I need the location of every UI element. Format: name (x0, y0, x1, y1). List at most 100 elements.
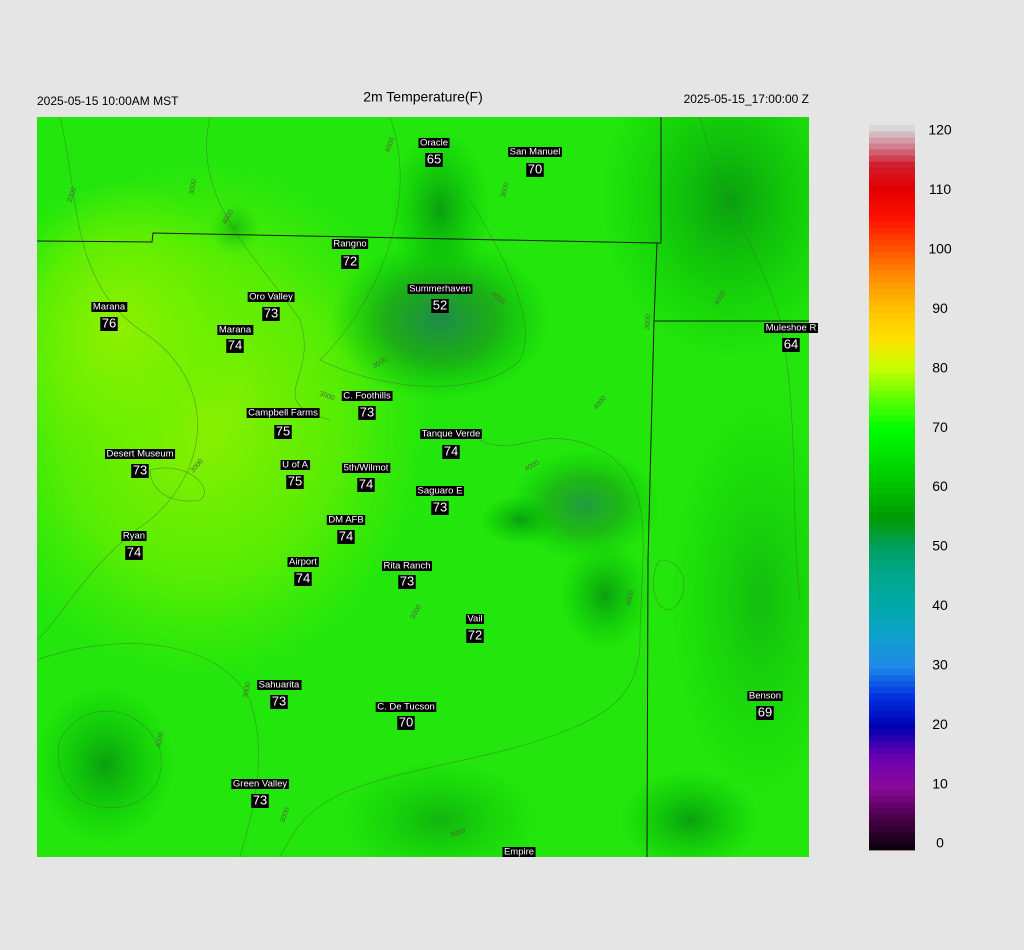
colorbar-tick-label: 40 (932, 597, 948, 613)
colorbar-segment (869, 282, 915, 289)
station-name-box (747, 691, 783, 701)
colorbar-segment (869, 511, 915, 519)
colorbar-tick-label: 20 (932, 716, 948, 732)
colorbar-segment (869, 620, 915, 627)
colorbar-segment (869, 215, 915, 223)
station-name: U of A (282, 460, 309, 471)
station: Vail 72 (465, 614, 485, 643)
map-title: 2m Temperature(F) (363, 89, 483, 105)
colorbar-segment (869, 372, 915, 380)
colorbar-segment (869, 457, 915, 464)
colorbar-segment (869, 819, 915, 827)
station-name-box (257, 680, 302, 690)
station-value: 70 (528, 161, 542, 176)
colorbar-segment (869, 644, 915, 652)
station: Green Valley 73 (231, 779, 289, 808)
station-value-box (466, 629, 484, 643)
colorbar-segment (869, 402, 915, 410)
station-value: 74 (339, 528, 353, 543)
valid-time-local: 2025-05-15 10:00AM MST (37, 94, 179, 108)
colorbar-segment (869, 415, 915, 422)
contour-label: 3000 (644, 314, 652, 330)
station: C. Foothills 73 (341, 391, 393, 420)
colorbar-segment (869, 843, 915, 851)
colorbar-segment (869, 318, 915, 325)
station-name-box (217, 325, 254, 335)
colorbar-segment (869, 475, 915, 482)
colorbar-segment (869, 668, 915, 676)
station-name-box (231, 779, 289, 789)
station-value-box (262, 307, 280, 321)
colorbar-segment (869, 499, 915, 507)
station-value: 64 (784, 336, 798, 351)
station-value: 74 (296, 570, 310, 585)
colorbar-tick-label: 50 (932, 538, 948, 554)
station-name: Muleshoe R (766, 323, 817, 334)
station: Empire (502, 847, 536, 858)
colorbar-segment (869, 698, 915, 706)
colorbar-segment (869, 566, 915, 573)
colorbar-segment (869, 197, 915, 204)
colorbar-segment (869, 173, 915, 180)
colorbar-segment (869, 813, 915, 821)
colorbar-segment (869, 221, 915, 229)
colorbar-segment (869, 656, 915, 664)
station-value-box (425, 153, 443, 167)
colorbar-segment (869, 535, 915, 543)
colorbar-segment (869, 251, 915, 259)
station-value-box (442, 445, 460, 459)
station-value: 73 (272, 693, 286, 708)
colorbar-segment (869, 463, 915, 470)
station-name: Green Valley (233, 779, 287, 790)
station-value-box (286, 475, 304, 489)
station-name-box (375, 702, 437, 712)
colorbar-segment (869, 547, 915, 555)
station-value-box (270, 695, 288, 709)
colorbar-segment (869, 723, 915, 730)
station-name-box (508, 147, 562, 157)
colorbar-segment (869, 203, 915, 210)
station-value-box (125, 546, 143, 560)
station-name: Summerhaven (409, 284, 471, 295)
station-name-box (104, 449, 176, 459)
colorbar-segment (869, 741, 915, 748)
station-value: 74 (359, 476, 373, 491)
station-name: C. De Tucson (377, 702, 435, 713)
station-value-box (226, 339, 244, 353)
station-value: 75 (276, 423, 290, 438)
station-name: 5th/Wilmot (344, 463, 389, 474)
map (37, 117, 809, 857)
colorbar-segment (869, 729, 915, 736)
station-value: 65 (427, 151, 441, 166)
colorbar-segment (869, 209, 915, 217)
station-name: Empire (504, 847, 534, 858)
station-value: 72 (343, 253, 357, 268)
station-name: Rita Ranch (384, 561, 431, 572)
colorbar-tick-label: 120 (928, 122, 952, 138)
colorbar-segment (869, 270, 915, 277)
colorbar-segment (869, 396, 915, 404)
colorbar-segment (869, 306, 915, 313)
colorbar-tick-label: 110 (929, 181, 952, 197)
station-value: 74 (228, 337, 242, 352)
station-value-box (294, 572, 312, 586)
colorbar-segment (869, 632, 915, 639)
station-value-box (526, 163, 544, 177)
station-value-box (782, 338, 800, 352)
colorbar-segment (869, 125, 915, 132)
colorbar-segment (869, 608, 915, 615)
colorbar-segment (869, 831, 915, 839)
station-value: 73 (253, 792, 267, 807)
colorbar-segment (869, 553, 915, 561)
colorbar-segment (869, 735, 915, 742)
station-name: DM AFB (328, 515, 363, 526)
colorbar-segment (869, 336, 915, 343)
station-name: Oro Valley (249, 292, 293, 303)
colorbar-segment (869, 342, 915, 349)
station-name-box (420, 429, 482, 439)
colorbar-segment (869, 257, 915, 265)
station-name-box (121, 531, 147, 541)
colorbar-segment (869, 692, 915, 700)
